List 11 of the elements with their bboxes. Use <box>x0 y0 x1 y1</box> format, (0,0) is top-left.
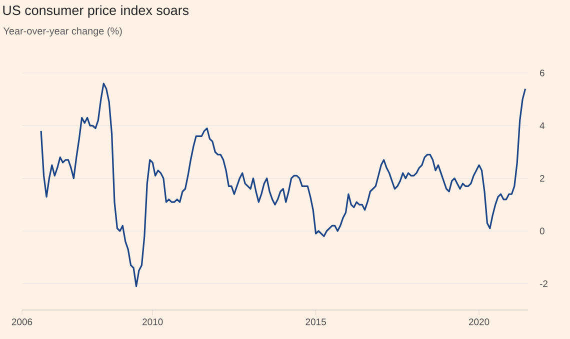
y-tick-label: 4 <box>540 122 545 129</box>
x-tick-label: 2006 <box>12 318 32 326</box>
x-tick-label: 2015 <box>306 318 326 326</box>
y-tick-label: -2 <box>540 280 548 287</box>
y-tick-label: 2 <box>540 175 544 182</box>
chart-title: US consumer price index soars <box>3 5 189 18</box>
x-tick-label: 2010 <box>142 318 163 326</box>
chart-subtitle: Year-over-year change (%) <box>3 27 122 36</box>
y-tick-label: 0 <box>540 228 544 234</box>
x-tick-label: 2020 <box>468 318 490 326</box>
y-tick-label: 6 <box>540 70 544 76</box>
